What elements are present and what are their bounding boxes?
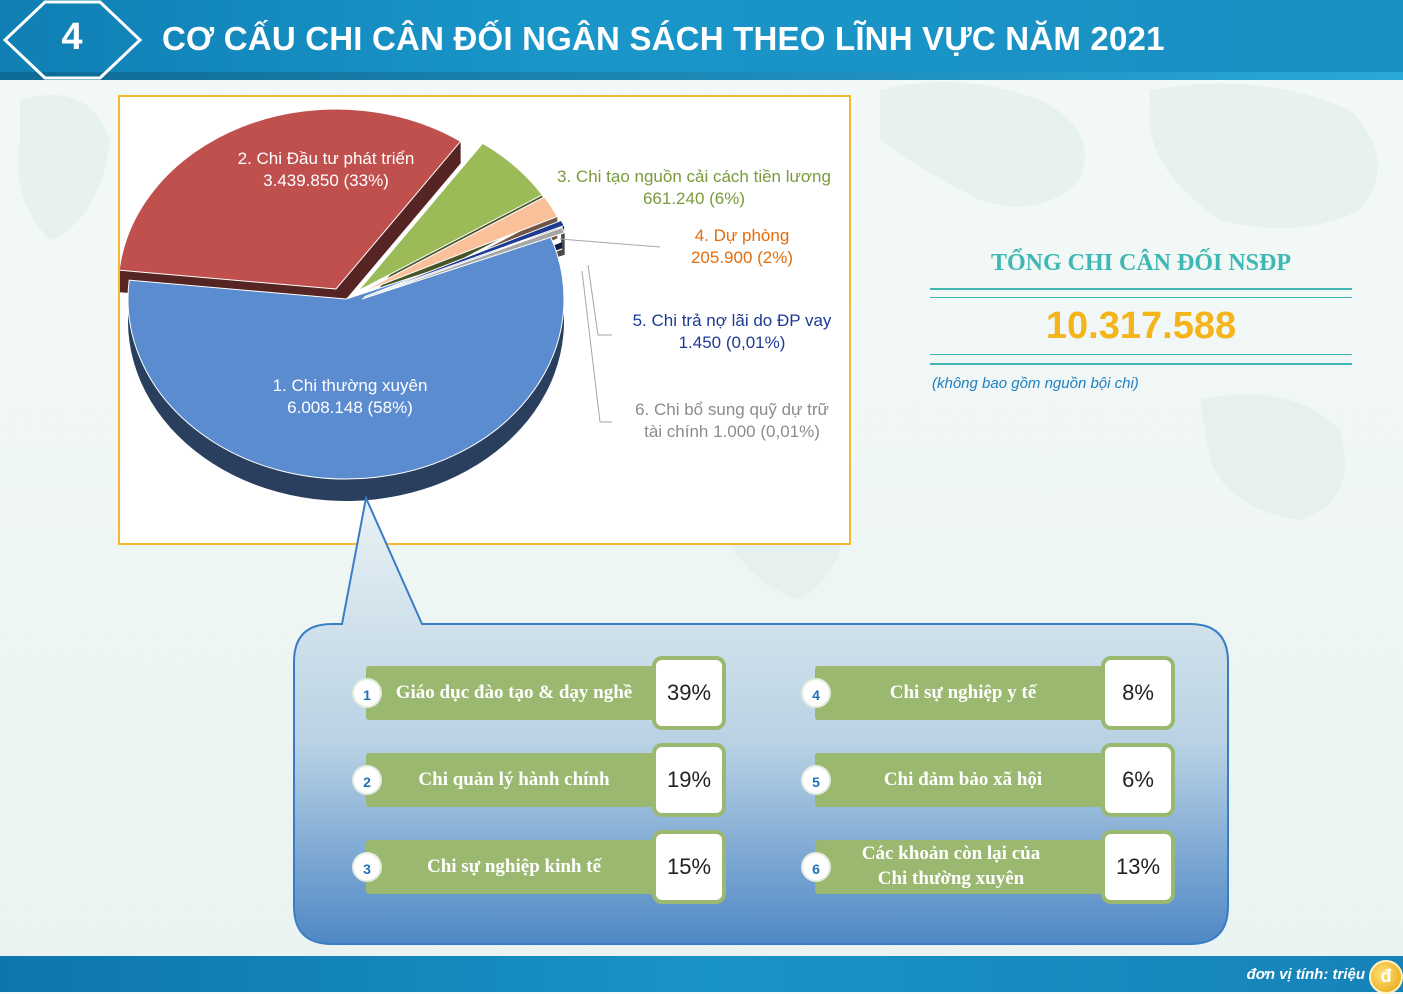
pie-slice-1 [127, 232, 565, 480]
breakdown-percent: 19% [652, 743, 726, 817]
breakdown-percent: 6% [1101, 743, 1175, 817]
unit-note: đơn vị tính: triệu [1246, 966, 1365, 983]
total-note: (không bao gồm nguồn bội chi) [932, 375, 1139, 392]
pie-chart-frame: 1. Chi thường xuyên 6.008.148 (58%) 2. C… [118, 95, 851, 545]
slice-label-5-value: 1.450 (0,01%) [679, 333, 786, 352]
pie-slice-2 [120, 108, 462, 290]
pie-chart: 1. Chi thường xuyên 6.008.148 (58%) 2. C… [120, 108, 832, 501]
total-title: TỔNG CHI CÂN ĐỐI NSĐP [990, 250, 1292, 276]
leader-line-4 [559, 238, 661, 248]
breakdown-percent: 15% [652, 830, 726, 904]
breakdown-percent: 39% [652, 656, 726, 730]
breakdown-label: Các khoản còn lại của Chi thường xuyên [861, 843, 1041, 889]
pie-top-layer [120, 108, 566, 480]
breakdown-item-5: 5 Chi đảm bảo xã hội 6% [801, 743, 1181, 817]
breakdown-item-2: 2 Chi quản lý hành chính 19% [352, 743, 732, 817]
breakdown-number: 2 [352, 765, 382, 795]
breakdown-bar [815, 840, 1115, 894]
slice-label-2-name: 2. Chi Đầu tư phát triển [238, 149, 415, 168]
slice-label-6-value: tài chính 1.000 (0,01%) [644, 422, 820, 441]
total-rule-top-2 [930, 297, 1352, 298]
callout-shape [293, 494, 1229, 945]
breakdown-label: Giáo dục đào tạo & dạy nghề [395, 681, 633, 703]
total-value: 10.317.588 [1045, 305, 1237, 347]
slice-label-1-name: 1. Chi thường xuyên [273, 376, 428, 395]
breakdown-number: 1 [352, 678, 382, 708]
breakdown-item-4: 4 Chi sự nghiệp y tế 8% [801, 656, 1181, 730]
pie-slice-6 [361, 226, 566, 300]
slice-label-6: 6. Chi bổ sung quỹ dự trữ tài chính 1.00… [635, 400, 829, 441]
slice-label-5-name: 5. Chi trả nợ lãi do ĐP vay [633, 311, 832, 330]
section-number-diamond [2, 0, 143, 80]
breakdown-number: 3 [352, 852, 382, 882]
total-rule-bottom-2 [930, 363, 1352, 365]
total-rule-bottom-1 [930, 354, 1352, 355]
leader-lines [559, 238, 661, 423]
slice-label-4: 4. Dự phòng 205.900 (2%) [691, 226, 793, 267]
total-rule-top-1 [930, 288, 1352, 290]
breakdown-number: 5 [801, 765, 831, 795]
breakdown-bar [815, 753, 1115, 807]
slice-label-4-value: 205.900 (2%) [691, 248, 793, 267]
header-stripe [0, 72, 1403, 80]
slice-label-4-name: 4. Dự phòng [695, 226, 790, 245]
breakdown-percent: 13% [1101, 830, 1175, 904]
breakdown-bar [366, 753, 666, 807]
slice-label-5: 5. Chi trả nợ lãi do ĐP vay 1.450 (0,01%… [633, 311, 832, 352]
breakdown-number: 6 [801, 852, 831, 882]
page-title: CƠ CẤU CHI CÂN ĐỐI NGÂN SÁCH THEO LĨNH V… [162, 20, 1165, 57]
breakdown-label: Chi đảm bảo xã hội [883, 768, 1043, 790]
leader-line-5 [587, 264, 612, 336]
slice-label-3-name: 3. Chi tạo nguồn cải cách tiền lương [557, 167, 831, 186]
slice-label-3-value: 661.240 (6%) [643, 189, 745, 208]
slice-label-6-name: 6. Chi bổ sung quỹ dự trữ [635, 400, 829, 419]
dong-coin-icon: đ [1369, 960, 1403, 994]
breakdown-item-1: 1 Giáo dục đào tạo & dạy nghề 39% [352, 656, 732, 730]
breakdown-bar [366, 840, 666, 894]
pie-slice-5 [363, 219, 565, 298]
header-bar: 4 CƠ CẤU CHI CÂN ĐỐI NGÂN SÁCH THEO LĨNH… [0, 0, 1403, 80]
leader-line-6 [581, 270, 612, 423]
section-number: 4 [61, 16, 83, 58]
slice-label-2: 2. Chi Đầu tư phát triển 3.439.850 (33%) [238, 149, 415, 190]
footer-bar: đơn vị tính: triệu đ [0, 956, 1403, 994]
slice-label-1-value: 6.008.148 (58%) [287, 398, 413, 417]
breakdown-percent: 8% [1101, 656, 1175, 730]
breakdown-label: Chi sự nghiệp y tế [889, 681, 1037, 703]
slice-label-2-value: 3.439.850 (33%) [263, 171, 389, 190]
breakdown-label: Chi sự nghiệp kinh tế [426, 855, 601, 877]
breakdown-item-6: 6 Các khoản còn lại của Chi thường xuyên… [801, 830, 1181, 904]
breakdown-label: Chi quản lý hành chính [418, 768, 610, 790]
breakdown-item-3: 3 Chi sự nghiệp kinh tế 15% [352, 830, 732, 904]
pie-slice-4 [359, 196, 559, 294]
breakdown-bar [366, 666, 666, 720]
breakdown-number: 4 [801, 678, 831, 708]
pie-slice-3 [357, 142, 544, 292]
breakdown-bar [815, 666, 1115, 720]
slice-label-3: 3. Chi tạo nguồn cải cách tiền lương 661… [557, 167, 831, 208]
slice-label-1: 1. Chi thường xuyên 6.008.148 (58%) [273, 376, 428, 417]
